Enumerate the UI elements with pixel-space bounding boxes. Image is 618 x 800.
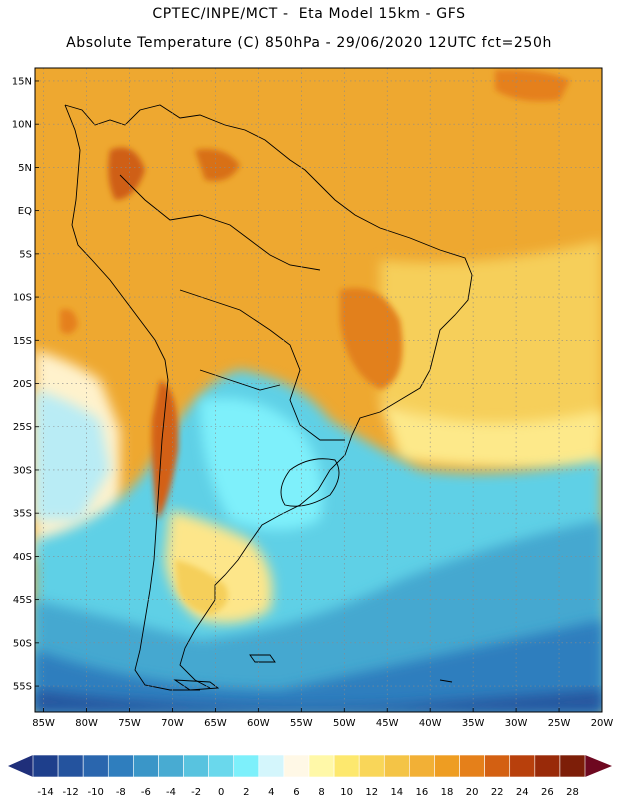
lon-label: 55W (290, 718, 313, 729)
lon-label: 45W (376, 718, 399, 729)
colorbar-label: 26 (541, 787, 554, 798)
lat-label: 5S (19, 249, 32, 260)
map-title: CPTEC/INPE/MCT - Eta Model 15km - GFS (152, 6, 466, 22)
colorbar-cell (459, 754, 485, 778)
colorbar-label: 28 (566, 787, 579, 798)
colorbar-cell (534, 754, 561, 778)
lon-label: 75W (118, 718, 141, 729)
colorbar-label: 0 (218, 787, 224, 798)
colorbar-cell (133, 754, 159, 778)
lat-label: 10N (12, 120, 32, 131)
map-subtitle: Absolute Temperature (C) 850hPa - 29/06/… (66, 35, 552, 51)
lat-label: 45S (13, 595, 32, 606)
lon-label: 85W (32, 718, 55, 729)
lat-label: 25S (13, 422, 32, 433)
colorbar-cells (32, 754, 586, 778)
lon-label: 70W (161, 718, 184, 729)
lon-label: 25W (548, 718, 571, 729)
colorbar: -14 -12 -10 -8 -6 -4 -2 0 2 4 6 8 10 12 14 16 18 20 22 24 26… (8, 754, 612, 798)
colorbar-cell (158, 754, 184, 778)
lon-label: 50W (333, 718, 356, 729)
coastline (64, 104, 473, 691)
colorbar-labels: -14 -12 -10 -8 -6 -4 -2 0 2 4 6 8 10 12 14 16 18 20 22 24 26… (37, 787, 578, 798)
colorbar-label: 2 (243, 787, 249, 798)
colorbar-cell (358, 754, 385, 778)
colorbar-cell (559, 754, 586, 778)
lon-label: 35W (462, 718, 485, 729)
lat-label: 30S (13, 465, 32, 476)
latitude-labels: 15N 10N 5N EQ 5S 10S 15S 20S 25S 30S 35S 40S 45S 50S 5… (12, 76, 32, 692)
lat-label: 20S (13, 379, 32, 390)
lon-label: 30W (505, 718, 528, 729)
colorbar-cell (409, 754, 435, 778)
map-frame (34, 67, 603, 713)
colorbar-cell (183, 754, 209, 778)
lat-label: 55S (13, 682, 32, 693)
colorbar-label: -6 (141, 787, 151, 798)
colorbar-cell (283, 754, 310, 778)
lat-label: EQ (18, 206, 32, 217)
colorbar-cell (107, 754, 134, 778)
colorbar-cell (509, 754, 536, 778)
map-gridlines (35, 68, 603, 712)
colorbar-label: -8 (116, 787, 126, 798)
colorbar-label: 8 (318, 787, 324, 798)
colorbar-cell (32, 754, 59, 778)
colorbar-label: -10 (88, 787, 104, 798)
colorbar-cell (383, 754, 410, 778)
lat-label: 10S (13, 293, 32, 304)
colorbar-cell (82, 754, 109, 778)
colorbar-cell (484, 754, 511, 778)
lon-label: 65W (204, 718, 227, 729)
colorbar-label: 24 (516, 787, 529, 798)
lat-label: 15S (13, 336, 32, 347)
colorbar-label: -4 (166, 787, 176, 798)
temperature-field (35, 68, 602, 712)
colorbar-label: -2 (191, 787, 201, 798)
lon-label: 40W (419, 718, 442, 729)
lon-label: 20W (591, 718, 614, 729)
colorbar-label: 14 (390, 787, 403, 798)
colorbar-label: 10 (340, 787, 353, 798)
lat-label: 5N (18, 163, 32, 174)
colorbar-label: 20 (466, 787, 479, 798)
colorbar-cell (258, 754, 285, 778)
colorbar-cell (333, 754, 360, 778)
colorbar-label: -12 (62, 787, 78, 798)
colorbar-label: 16 (416, 787, 429, 798)
colorbar-label: 4 (268, 787, 274, 798)
lat-label: 35S (13, 509, 32, 520)
colorbar-label: 12 (365, 787, 378, 798)
lon-label: 60W (247, 718, 270, 729)
temperature-map: 15N 10N 5N EQ 5S 10S 15S 20S 25S 30S 35S 40S 45S 50S 5… (12, 67, 613, 729)
lon-label: 80W (75, 718, 98, 729)
lat-label: 50S (13, 638, 32, 649)
colorbar-label: 6 (293, 787, 299, 798)
colorbar-cell (233, 754, 260, 778)
colorbar-label: -14 (37, 787, 53, 798)
colorbar-label: 22 (491, 787, 504, 798)
colorbar-cell (434, 754, 460, 778)
longitude-labels: 85W 80W 75W 70W 65W 60W 55W 50W 45W 40W 35W 30W 25W 2… (32, 718, 613, 729)
colorbar-cell (208, 754, 235, 778)
colorbar-label: 18 (441, 787, 454, 798)
colorbar-cell (308, 754, 335, 778)
lat-label: 15N (12, 76, 32, 87)
colorbar-extend-high (585, 755, 612, 777)
lat-label: 40S (13, 552, 32, 563)
colorbar-cell (57, 754, 84, 778)
colorbar-extend-low (8, 755, 33, 777)
